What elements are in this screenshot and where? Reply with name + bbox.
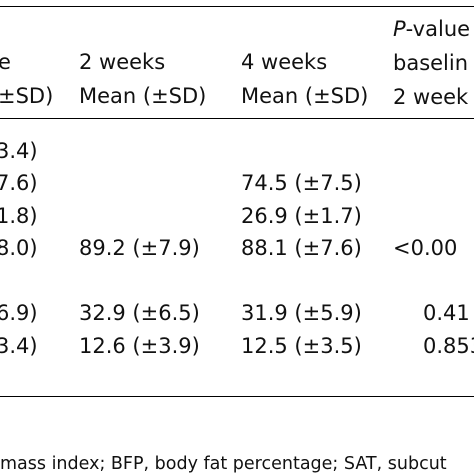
header-col3-line2: baselin xyxy=(393,51,469,75)
header-col2-line1: 4 weeks xyxy=(241,50,328,74)
row3-col2: 26.9 (±1.7) xyxy=(241,204,362,228)
row4-col1: 89.2 (±7.9) xyxy=(79,236,200,260)
row1-col0: 3.4) xyxy=(0,139,38,163)
header-col1-line1: 2 weeks xyxy=(79,50,166,74)
row5-col3: 0.41 xyxy=(423,301,470,325)
top-rule xyxy=(0,6,474,7)
header-col0-line1: e xyxy=(0,50,11,74)
header-rule xyxy=(0,118,474,119)
header-col3-p: P xyxy=(393,17,406,41)
bottom-rule xyxy=(0,396,474,397)
header-col3-value: -value xyxy=(405,17,471,41)
header-col0-line2: ±SD) xyxy=(0,84,54,108)
header-col3-line3: 2 week xyxy=(393,85,469,109)
row2-col0: 7.6) xyxy=(0,171,38,195)
row4-col2: 88.1 (±7.6) xyxy=(241,236,362,260)
row6-col3: 0.853 xyxy=(423,334,474,358)
row5-col2: 31.9 (±5.9) xyxy=(241,301,362,325)
row4-col3: <0.00 xyxy=(393,236,458,260)
row3-col0: 1.8) xyxy=(0,204,38,228)
row5-col1: 32.9 (±6.5) xyxy=(79,301,200,325)
table-footnote: mass index; BFP, body fat percentage; SA… xyxy=(0,454,447,474)
row4-col0: 8.0) xyxy=(0,236,38,260)
header-col2-line2: Mean (±SD) xyxy=(241,84,369,108)
row6-col2: 12.5 (±3.5) xyxy=(241,334,362,358)
row2-col2: 74.5 (±7.5) xyxy=(241,171,362,195)
row6-col1: 12.6 (±3.9) xyxy=(79,334,200,358)
row5-col0: 6.9) xyxy=(0,301,38,325)
header-col1-line2: Mean (±SD) xyxy=(79,84,207,108)
row6-col0: 3.4) xyxy=(0,334,38,358)
header-col3-line1: P-value xyxy=(393,19,470,40)
